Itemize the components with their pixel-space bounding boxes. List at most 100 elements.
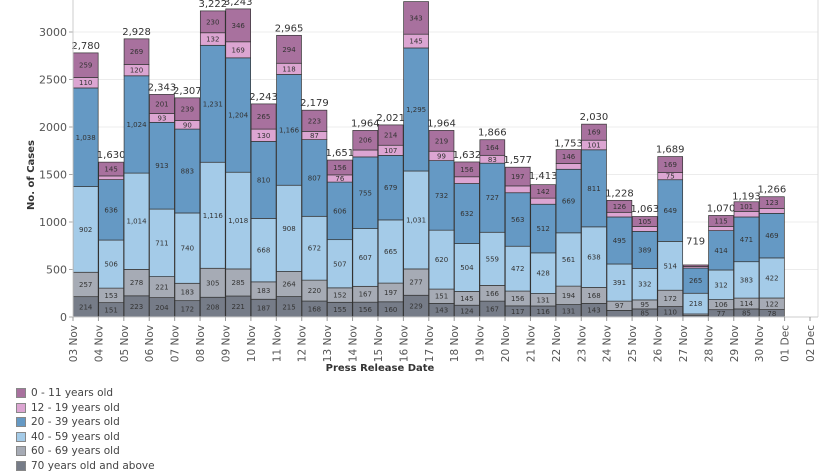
- total-value-label: 2,179: [300, 98, 329, 109]
- segment-value-label: 107: [384, 147, 397, 155]
- x-tick-label: 03 Nov: [68, 325, 80, 362]
- legend-swatch: [16, 403, 26, 413]
- total-value-label: 1,964: [427, 118, 456, 129]
- segment-value-label: 130: [257, 132, 270, 140]
- segment-value-label: 312: [714, 281, 727, 289]
- x-tick-label: 16 Nov: [398, 325, 410, 362]
- segment-value-label: 187: [257, 305, 270, 313]
- segment-value-label: 810: [257, 176, 270, 184]
- segment-value-label: 239: [181, 106, 194, 114]
- segment-value-label: 902: [79, 226, 92, 234]
- segment-value-label: 131: [536, 296, 549, 304]
- legend-label: 40 - 59 years old: [31, 431, 120, 443]
- segment-value-label: 214: [79, 303, 93, 311]
- segment-value-label: 168: [308, 306, 321, 314]
- total-value-label: 1,964: [351, 118, 380, 129]
- segment-value-label: 504: [460, 264, 474, 272]
- segment-value-label: 632: [460, 210, 473, 218]
- segment-value-label: 1,116: [203, 212, 224, 220]
- segment-value-label: 201: [155, 100, 168, 108]
- segment-value-label: 95: [640, 301, 649, 309]
- total-value-label: 2,780: [71, 41, 100, 52]
- legend-item: 60 - 69 years old: [16, 444, 155, 459]
- segment-value-label: 620: [435, 256, 448, 264]
- segment-value-label: 332: [638, 281, 651, 289]
- segment-value-label: 229: [409, 303, 422, 311]
- segment-value-label: 638: [587, 254, 600, 262]
- segment-value-label: 87: [310, 132, 319, 140]
- segment-value-label: 561: [562, 256, 575, 264]
- segment-value-label: 265: [257, 113, 270, 121]
- total-value-label: 1,632: [453, 150, 482, 161]
- bar-segment: [505, 186, 530, 193]
- segment-value-label: 167: [359, 291, 372, 299]
- legend-swatch: [16, 417, 26, 427]
- x-tick-label: 08 Nov: [195, 325, 207, 362]
- total-value-label: 1,753: [554, 138, 583, 149]
- segment-value-label: 114: [740, 300, 754, 308]
- total-value-label: 1,266: [758, 185, 787, 196]
- segment-value-label: 122: [765, 300, 778, 308]
- segment-value-label: 607: [359, 254, 372, 262]
- segment-value-label: 126: [613, 203, 627, 211]
- total-value-label: 3,243: [224, 0, 253, 8]
- segment-value-label: 807: [308, 174, 321, 182]
- total-value-label: 2,021: [376, 113, 405, 124]
- total-value-label: 1,413: [529, 171, 558, 182]
- segment-value-label: 414: [714, 247, 728, 255]
- segment-value-label: 169: [232, 46, 245, 54]
- segment-value-label: 90: [183, 121, 192, 129]
- x-tick-label: 17 Nov: [424, 325, 436, 362]
- bar-segment: [683, 265, 708, 267]
- segment-value-label: 1,204: [228, 112, 249, 120]
- total-value-label: 2,307: [173, 86, 202, 97]
- total-value-label: 1,228: [605, 188, 634, 199]
- x-tick-label: 27 Nov: [678, 325, 690, 362]
- x-axis-title: Press Release Date: [326, 363, 435, 374]
- total-value-label: 3,222: [198, 0, 227, 10]
- segment-value-label: 151: [104, 306, 117, 314]
- bar-segment: [632, 226, 657, 231]
- segment-value-label: 230: [206, 18, 219, 26]
- segment-value-label: 469: [765, 232, 778, 240]
- segment-value-label: 101: [587, 142, 600, 150]
- x-tick-label: 26 Nov: [653, 325, 665, 362]
- y-tick-label: 2500: [39, 74, 67, 87]
- segment-value-label: 495: [613, 237, 626, 245]
- x-tick-label: 28 Nov: [703, 325, 715, 362]
- segment-value-label: 118: [282, 65, 295, 73]
- legend-item: 0 - 11 years old: [16, 386, 155, 401]
- segment-value-label: 219: [435, 137, 448, 145]
- bar-segment: [556, 163, 581, 169]
- bar-segment: [709, 226, 734, 230]
- segment-value-label: 204: [155, 304, 169, 312]
- segment-value-label: 123: [765, 199, 778, 207]
- segment-value-label: 277: [409, 279, 422, 287]
- bar-segment: [99, 176, 124, 180]
- total-value-label: 1,070: [707, 203, 736, 214]
- segment-value-label: 172: [664, 295, 677, 303]
- segment-value-label: 76: [335, 175, 344, 183]
- segment-value-label: 1,295: [406, 106, 426, 114]
- segment-value-label: 507: [333, 260, 346, 268]
- segment-value-label: 221: [232, 303, 245, 311]
- segment-value-label: 132: [206, 36, 219, 44]
- segment-value-label: 194: [562, 292, 576, 300]
- segment-value-label: 672: [308, 245, 321, 253]
- segment-value-label: 169: [664, 161, 677, 169]
- segment-value-label: 294: [282, 46, 296, 54]
- segment-value-label: 220: [308, 287, 321, 295]
- segment-value-label: 120: [130, 67, 143, 75]
- segment-value-label: 156: [359, 306, 373, 314]
- segment-value-label: 269: [130, 48, 143, 56]
- segment-value-label: 908: [282, 225, 295, 233]
- segment-value-label: 105: [638, 218, 651, 226]
- legend-label: 60 - 69 years old: [31, 445, 120, 457]
- segment-value-label: 471: [740, 236, 753, 244]
- segment-value-label: 305: [206, 279, 219, 287]
- bar-segment: [353, 150, 378, 157]
- segment-value-label: 679: [384, 184, 397, 192]
- segment-value-label: 278: [130, 279, 143, 287]
- segment-value-label: 97: [615, 302, 624, 310]
- segment-value-label: 257: [79, 281, 92, 289]
